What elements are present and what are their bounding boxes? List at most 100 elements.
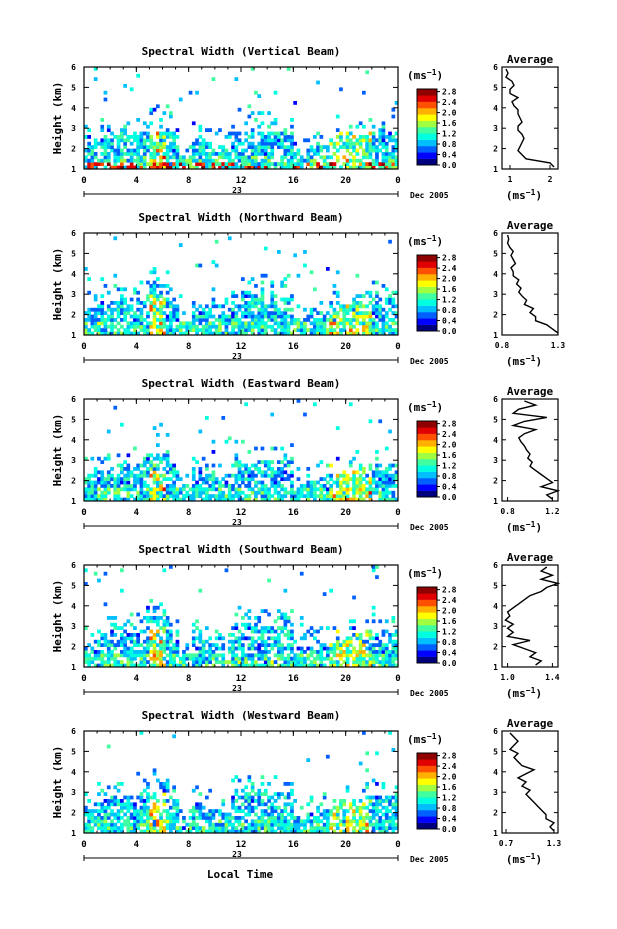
heatmap-cell: [139, 629, 144, 634]
heatmap-cell: [365, 768, 369, 773]
heatmap-cell: [218, 487, 222, 492]
heatmap-cell: [165, 646, 170, 651]
heatmap-cell: [126, 121, 131, 126]
heatmap-cell: [326, 328, 330, 332]
average-x-tick-label: 1.2: [545, 507, 560, 516]
heatmap-cell: [293, 829, 297, 834]
heatmap-cell: [368, 148, 373, 153]
heatmap-cell: [185, 663, 190, 668]
heatmap-cell: [221, 304, 226, 309]
heatmap-cell: [139, 311, 144, 315]
heatmap-cell: [90, 148, 95, 153]
heatmap-cell: [165, 284, 170, 288]
heatmap-cell: [110, 324, 114, 329]
average-y-tick-label: 1: [493, 331, 498, 340]
heatmap-cell: [120, 782, 124, 786]
heatmap-cell: [211, 304, 216, 309]
heatmap-cell: [250, 304, 255, 309]
heatmap-cell: [247, 155, 252, 160]
heatmap-cell: [100, 124, 105, 129]
heatmap-cell: [123, 805, 127, 810]
heatmap-cell: [388, 152, 392, 156]
heatmap-cell: [97, 809, 101, 813]
heatmap-cell: [335, 812, 340, 817]
heatmap-cell: [257, 152, 262, 156]
heatmap-cell: [326, 162, 330, 166]
heatmap-cell: [218, 484, 222, 488]
heatmap-cell: [362, 328, 366, 332]
heatmap-cell: [129, 307, 134, 312]
heatmap-cell: [267, 799, 271, 803]
heatmap-cell: [394, 101, 399, 105]
heatmap-cell: [260, 460, 265, 464]
heatmap-cell: [290, 138, 294, 143]
heatmap-cell: [152, 643, 157, 647]
heatmap-cell: [339, 829, 343, 834]
heatmap-cell: [227, 819, 232, 824]
heatmap-cell: [142, 494, 147, 498]
heatmap-cell: [123, 138, 127, 143]
heatmap-cell: [322, 477, 327, 481]
heatmap-cell: [306, 484, 311, 488]
heatmap-cell: [313, 287, 317, 292]
heatmap-cell: [152, 653, 157, 658]
y-tick-label: 5: [71, 581, 76, 590]
heatmap-cell: [263, 328, 268, 332]
heatmap-cell: [234, 473, 239, 478]
heatmap-cell: [175, 473, 180, 478]
heatmap-cell: [110, 822, 114, 827]
heatmap-cell: [381, 131, 386, 136]
heatmap-cell: [159, 135, 163, 139]
heatmap-cell: [139, 643, 144, 647]
heatmap-cell: [263, 660, 268, 664]
heatmap-cell: [273, 792, 278, 796]
heatmap-cell: [391, 616, 396, 620]
heatmap-cell: [277, 805, 281, 810]
heatmap-cell: [211, 809, 216, 813]
heatmap-cell: [375, 643, 379, 647]
heatmap-cell: [342, 155, 347, 160]
y-tick-label: 4: [71, 104, 76, 113]
heatmap-cell: [103, 812, 108, 817]
heatmap-cell: [247, 158, 252, 163]
heatmap-cell: [263, 314, 268, 319]
heatmap-cell: [142, 660, 147, 664]
heatmap-cell: [195, 331, 199, 336]
heatmap-cell: [198, 809, 203, 813]
heatmap-cell: [169, 331, 173, 336]
colorbar-tick-label: 0.4: [442, 317, 457, 326]
heatmap-cell: [247, 467, 252, 471]
heatmap-cell: [394, 805, 399, 810]
heatmap-cell: [178, 663, 183, 668]
heatmap-cell: [375, 162, 379, 166]
heatmap-cell: [191, 494, 196, 498]
heatmap-cell: [263, 629, 268, 634]
heatmap-cell: [342, 799, 347, 803]
heatmap-cell: [221, 812, 226, 817]
y-tick-label: 2: [71, 145, 76, 154]
heatmap-cell: [371, 660, 376, 664]
x-tick-label: 16: [288, 674, 299, 684]
heatmap-cell: [162, 111, 167, 115]
heatmap-cell: [214, 636, 219, 641]
heatmap-cell: [358, 809, 363, 813]
heatmap-cell: [365, 480, 369, 485]
x-tick-label: 16: [288, 176, 299, 186]
heatmap-cell: [260, 324, 265, 329]
heatmap-cell: [335, 494, 340, 498]
heatmap-cell: [355, 124, 360, 129]
heatmap-cell: [316, 639, 320, 644]
heatmap-cell: [352, 473, 356, 478]
heatmap-cell: [129, 473, 134, 478]
heatmap-cell: [280, 158, 284, 163]
heatmap-cell: [270, 805, 275, 810]
heatmap-cell: [241, 809, 245, 813]
heatmap-cell: [165, 663, 170, 668]
heatmap-cell: [283, 321, 288, 326]
heatmap-cell: [368, 155, 373, 160]
heatmap-cell: [290, 650, 294, 654]
y-tick-label: 1: [71, 165, 76, 174]
heatmap-cell: [368, 629, 373, 634]
heatmap-cell: [146, 605, 150, 610]
heatmap-cell: [257, 297, 262, 302]
